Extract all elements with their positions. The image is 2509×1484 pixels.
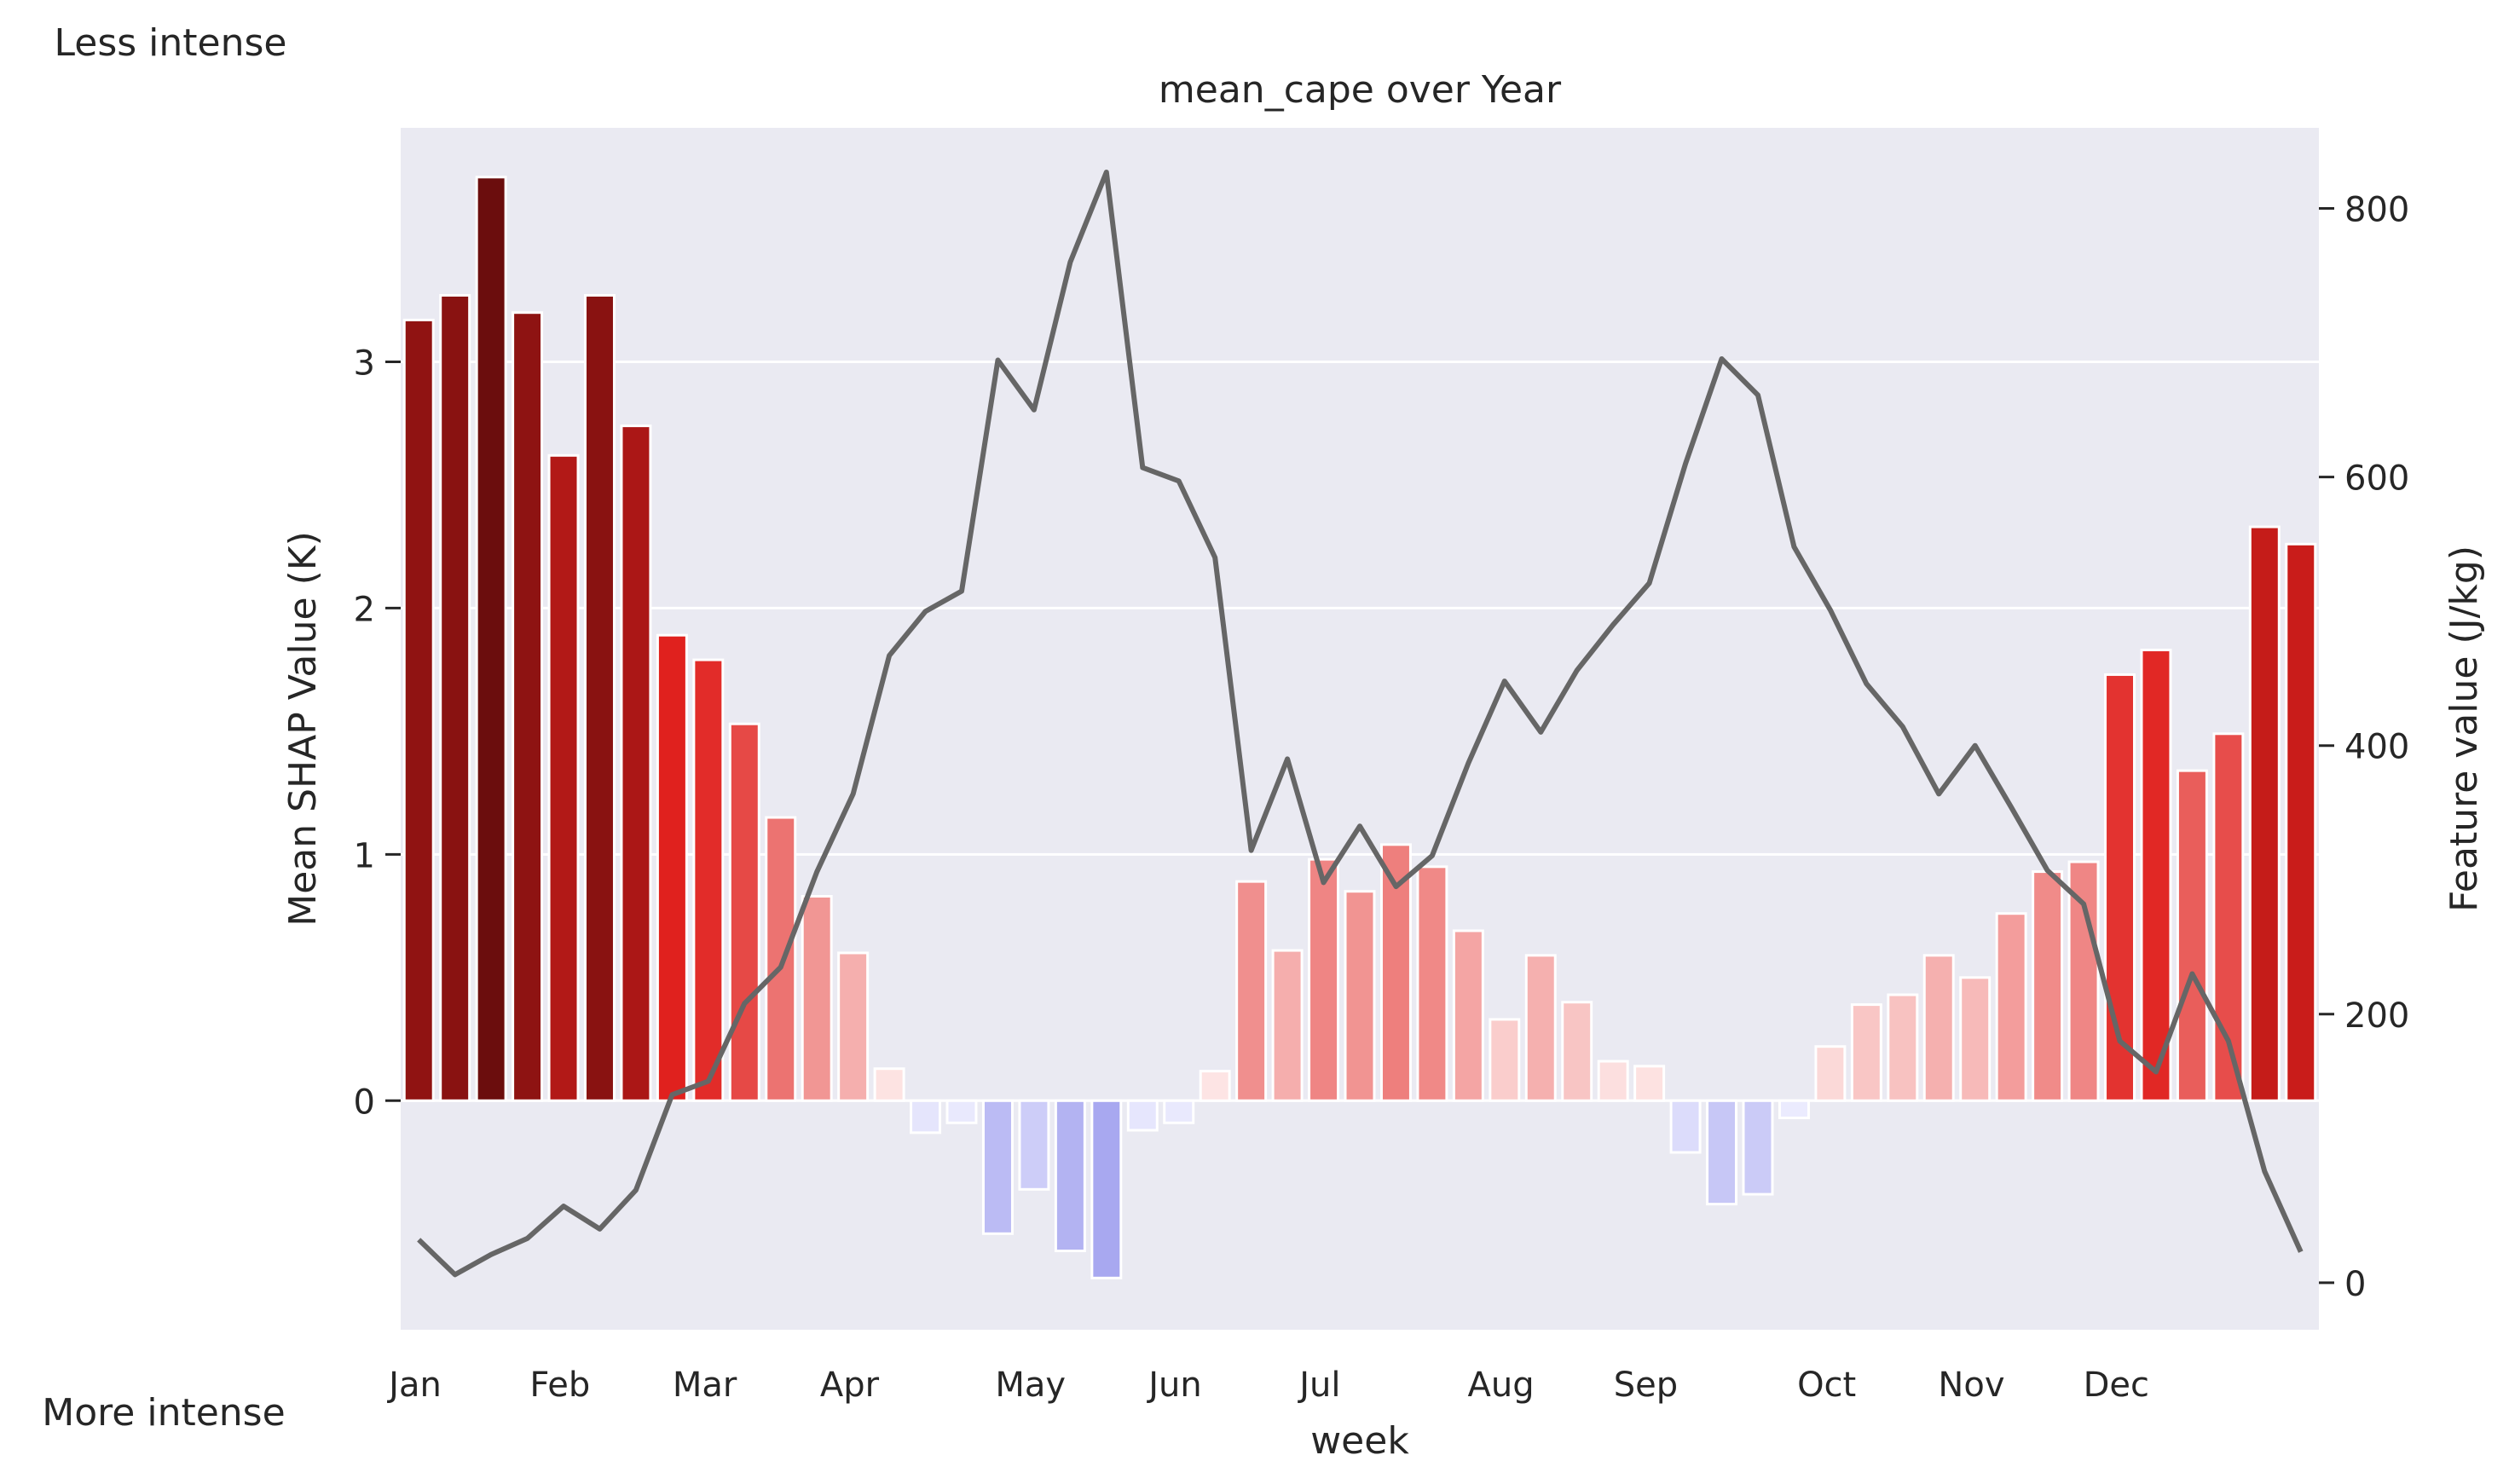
bar-week-15 xyxy=(910,1099,942,1135)
x-tick-label-sep: Sep xyxy=(1614,1366,1678,1405)
y2-tick-label: 600 xyxy=(2344,459,2409,499)
x-tick-label-may: May xyxy=(995,1366,1066,1405)
bar-week-33 xyxy=(1561,1001,1593,1102)
y2-tick-label: 800 xyxy=(2344,191,2409,230)
bar-week-34 xyxy=(1597,1060,1629,1102)
bar-week-6 xyxy=(584,293,616,1102)
bar-week-39 xyxy=(1778,1099,1810,1120)
bar-week-1 xyxy=(402,318,435,1102)
y2-tick-label: 400 xyxy=(2344,728,2409,767)
bar-week-38 xyxy=(1742,1099,1774,1196)
bar-week-49 xyxy=(2140,649,2172,1102)
line-series xyxy=(417,170,2304,1278)
y2-tick-label: 0 xyxy=(2344,1265,2366,1304)
x-axis-label: week xyxy=(1310,1419,1409,1463)
bar-week-25 xyxy=(1271,949,1304,1102)
bar-series xyxy=(402,176,2317,1279)
bar-week-52 xyxy=(2248,525,2281,1102)
bar-week-36 xyxy=(1669,1099,1702,1154)
plot-background xyxy=(401,128,2319,1330)
chart-title: mean_cape over Year xyxy=(1159,68,1562,112)
x-tick-label-nov: Nov xyxy=(1938,1366,2004,1405)
y2-tick-label: 200 xyxy=(2344,996,2409,1036)
bar-week-31 xyxy=(1489,1018,1521,1102)
bar-week-30 xyxy=(1452,929,1484,1102)
bar-week-29 xyxy=(1416,865,1448,1102)
feature-value-line xyxy=(417,170,2304,1278)
bar-week-53 xyxy=(2285,542,2317,1102)
bar-week-23 xyxy=(1199,1070,1231,1102)
bar-week-32 xyxy=(1524,954,1557,1102)
bar-week-20 xyxy=(1090,1099,1123,1279)
bar-week-16 xyxy=(945,1099,978,1124)
bar-week-40 xyxy=(1814,1045,1847,1102)
x-tick-label-dec: Dec xyxy=(2084,1366,2149,1405)
y2-axis-label: Feature value (J/kg) xyxy=(2443,546,2486,912)
bar-week-4 xyxy=(512,311,544,1102)
y-tick-label: 2 xyxy=(354,590,375,629)
bar-week-37 xyxy=(1706,1099,1738,1206)
bar-week-50 xyxy=(2176,769,2208,1102)
bar-week-8 xyxy=(656,633,688,1102)
bar-week-46 xyxy=(2032,870,2064,1102)
bar-week-24 xyxy=(1235,880,1268,1102)
bar-week-51 xyxy=(2212,732,2245,1102)
bar-week-9 xyxy=(692,658,725,1102)
x-tick-label-oct: Oct xyxy=(1797,1366,1856,1405)
x-tick-label-jun: Jun xyxy=(1146,1366,1202,1405)
bar-week-18 xyxy=(1018,1099,1050,1191)
x-tick-label-jul: Jul xyxy=(1297,1366,1340,1405)
bar-week-21 xyxy=(1126,1099,1159,1132)
y-axis-label: Mean SHAP Value (K) xyxy=(281,531,325,927)
bar-week-17 xyxy=(981,1099,1014,1235)
bar-week-13 xyxy=(837,951,870,1102)
bar-week-3 xyxy=(475,176,507,1102)
bar-week-27 xyxy=(1344,890,1376,1102)
bar-week-14 xyxy=(873,1067,905,1102)
bar-week-10 xyxy=(728,722,760,1102)
bar-week-45 xyxy=(1995,912,2027,1102)
y-tick-label: 0 xyxy=(354,1083,375,1122)
bar-week-35 xyxy=(1633,1065,1666,1102)
bar-week-47 xyxy=(2067,860,2100,1102)
bar-week-43 xyxy=(1922,954,1955,1102)
axes: 0 1 2 3 0 200 400 600 800 Jan Feb Mar Apr May Jun Jul Au… xyxy=(354,191,2410,1405)
bar-week-12 xyxy=(801,894,833,1102)
x-tick-label-aug: Aug xyxy=(1468,1366,1535,1405)
bar-week-5 xyxy=(547,453,580,1102)
x-tick-label-mar: Mar xyxy=(673,1366,737,1405)
bar-week-26 xyxy=(1308,857,1340,1102)
bar-week-41 xyxy=(1850,1003,1882,1102)
x-tick-label-apr: Apr xyxy=(820,1366,880,1405)
annotation-less-intense: Less intense xyxy=(55,21,287,65)
y-tick-label: 3 xyxy=(354,344,375,383)
bar-week-48 xyxy=(2104,673,2136,1102)
bar-week-22 xyxy=(1163,1099,1195,1124)
y-tick-label: 1 xyxy=(354,836,375,875)
bar-week-11 xyxy=(765,816,797,1102)
x-tick-label-feb: Feb xyxy=(529,1366,590,1405)
bar-week-2 xyxy=(439,293,471,1102)
bar-week-44 xyxy=(1959,976,1992,1102)
x-tick-label-jan: Jan xyxy=(386,1366,442,1405)
bar-week-42 xyxy=(1887,993,1919,1102)
annotation-more-intense: More intense xyxy=(42,1391,285,1435)
bar-week-19 xyxy=(1054,1099,1086,1253)
bar-week-7 xyxy=(620,424,652,1102)
